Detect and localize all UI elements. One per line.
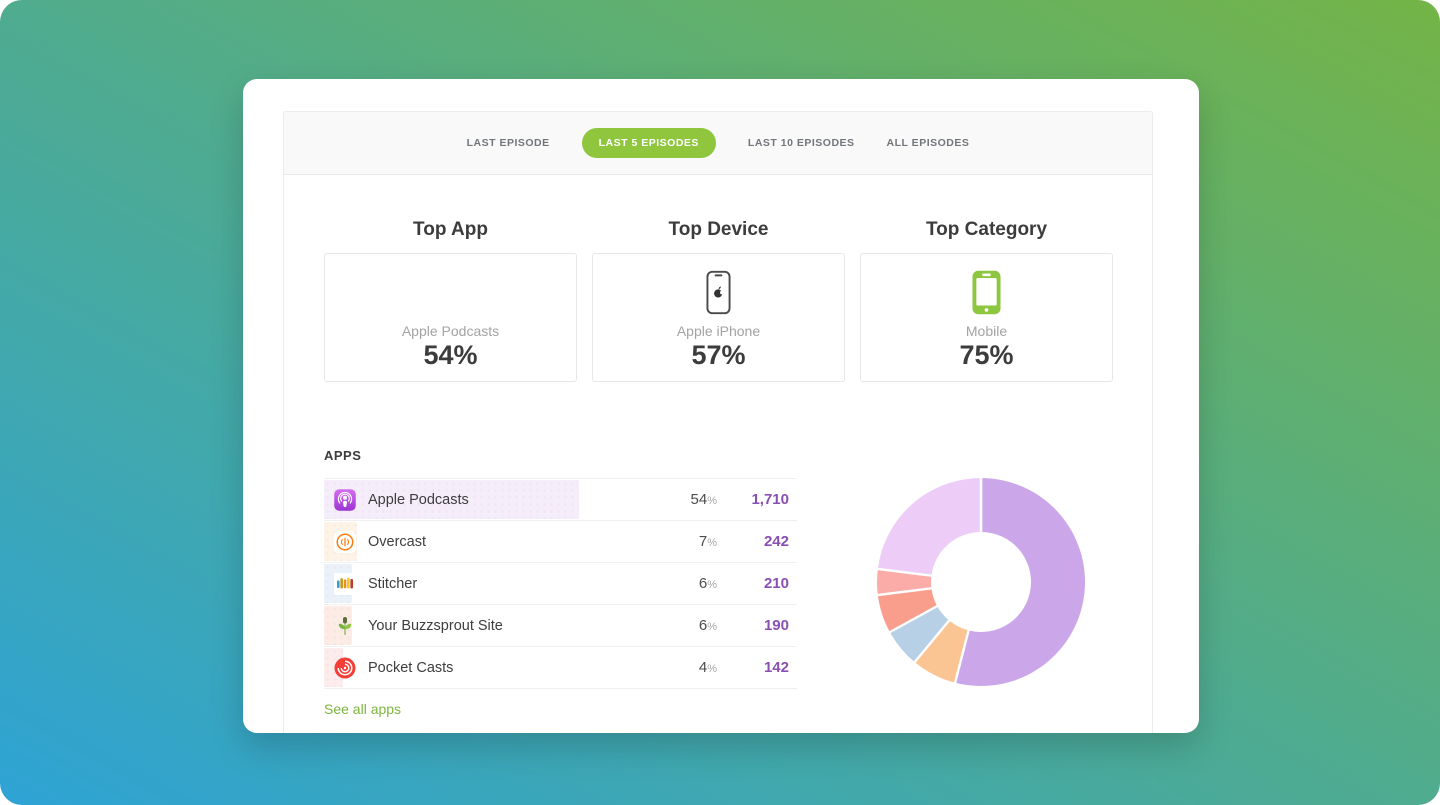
stat-title: Top Device [668,219,769,240]
overcast-icon [334,530,356,553]
app-share-bar [324,648,343,687]
stat-card: Apple Podcasts 54% [324,253,577,382]
apps-section-label: APPS [324,448,362,463]
stat-top-category: Top Category Mobile 75% [860,217,1113,382]
app-name: Your Buzzsprout Site [368,617,503,634]
donut-segment-overcast [914,620,969,683]
tab-last-10-episodes[interactable]: LAST 10 EPISODES [747,137,855,149]
tab-all-episodes[interactable]: ALL EPISODES [886,137,970,149]
app-percent: 54% [690,491,717,508]
stat-top-app: Top App Apple Podcasts 54% [324,217,577,382]
stat-label: Apple iPhone [676,323,761,339]
stat-label: Mobile [965,323,1008,339]
episode-range-tabs: LAST EPISODE LAST 5 EPISODES LAST 10 EPISO… [284,112,1152,175]
top-stats-row: Top App Apple Podcasts 54% Top Device Ap… [324,217,1113,382]
app-name: Stitcher [368,575,418,592]
buzzsprout-icon [334,615,356,637]
app-row-your-buzzsprout-site: Your Buzzsprout Site 6% 190 [324,605,797,647]
stat-card: Apple iPhone 57% [592,253,845,382]
donut-segment-divider [953,628,971,684]
apps-donut-chart [875,476,1087,688]
stat-title: Top Category [925,219,1048,240]
stat-value: 57% [691,340,746,370]
app-percent: 6% [698,617,717,634]
donut-segment-stitcher [889,606,950,663]
donut-segment-divider [888,604,940,634]
donut-segment-divider [876,586,934,597]
app-row-apple-podcasts: Apple Podcasts 54% 1,710 [324,479,797,521]
iphone-icon [706,269,731,315]
donut-segment-others [877,478,981,576]
app-play-count: 242 [763,533,789,550]
app-share-bar [324,480,580,519]
app-row-stitcher: Stitcher 6% 210 [324,563,797,605]
stat-card: Mobile 75% [860,253,1113,382]
app-play-count: 190 [763,617,789,634]
mobile-icon [972,269,1001,315]
stat-top-device: Top Device Apple iPhone 57% [592,217,845,382]
app-name: Pocket Casts [368,659,454,676]
stats-section: LAST EPISODE LAST 5 EPISODES LAST 10 EPISO… [283,111,1153,733]
app-play-count: 142 [763,659,789,676]
tab-last-episode[interactable]: LAST EPISODE [466,137,550,149]
stat-value: 54% [423,340,478,370]
app-play-count: 210 [763,575,789,592]
tab-last-5-episodes[interactable]: LAST 5 EPISODES [581,128,716,158]
app-play-count: 1,710 [751,491,789,508]
see-all-apps-link[interactable]: See all apps [324,701,402,717]
app-row-overcast: Overcast 7% 242 [324,521,797,563]
app-name: Overcast [368,533,427,550]
app-name: Apple Podcasts [368,491,469,508]
donut-segment-divider [876,567,934,578]
apple-podcasts-icon [334,488,356,511]
donut-segment-divider [913,618,952,664]
stitcher-icon [334,572,356,595]
app-row-pocket-casts: Pocket Casts 4% 142 [324,647,797,689]
stat-title: Top App [413,219,488,240]
stat-label: Apple Podcasts [401,323,500,339]
stats-card: LAST EPISODE LAST 5 EPISODES LAST 10 EPISO… [243,79,1199,733]
donut-segment-pocket-casts [877,568,932,596]
app-percent: 4% [698,659,717,676]
stats-content: Top App Apple Podcasts 54% Top Device Ap… [284,175,1152,733]
apps-table: Apple Podcasts 54% 1,710 Overcast 7% 242… [324,478,797,689]
pocket-casts-icon [334,657,356,679]
app-percent: 7% [698,533,717,550]
donut-segment-your-buzzsprout-site [877,588,938,633]
stat-value: 75% [959,340,1014,370]
donut-segment-apple-podcasts [955,478,1085,686]
app-percent: 6% [698,575,717,592]
